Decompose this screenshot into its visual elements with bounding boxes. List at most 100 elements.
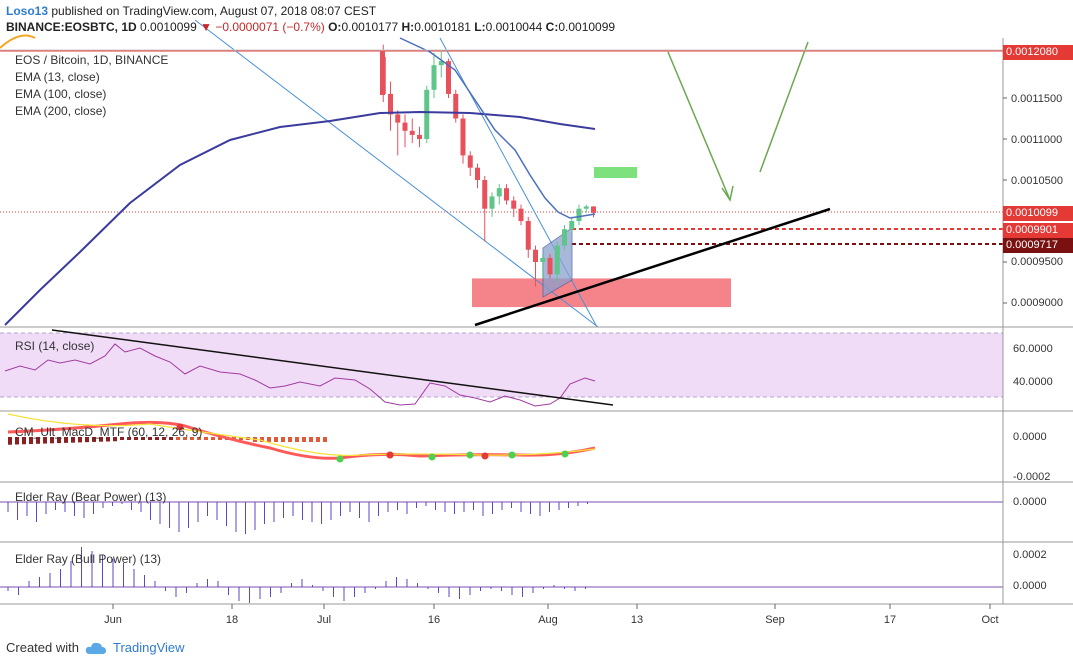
candle-body [482, 180, 488, 209]
pane-frames [0, 38, 1073, 609]
time-axis-tick: Sep [765, 614, 785, 626]
candle-body [438, 61, 444, 66]
price-axis-tick: 0.0011500 [1011, 93, 1063, 105]
rsi-axis-tick: 60.0000 [1013, 343, 1053, 355]
rsi-axis-tick: 40.0000 [1013, 376, 1053, 388]
candle-body [417, 134, 422, 139]
candle-body [533, 249, 538, 262]
candle-body [409, 130, 415, 135]
candle-body [504, 188, 509, 201]
low-label: L: [474, 20, 486, 34]
candle-body [496, 188, 502, 197]
legend-ema200[interactable]: EMA (200, close) [15, 104, 107, 118]
macd-line [7, 413, 596, 456]
ema200-line [0, 34, 36, 49]
legend-title[interactable]: EOS / Bitcoin, 1D, BINANCE [15, 53, 169, 67]
macd-cross-dot [481, 452, 489, 460]
macd-histogram-bar [71, 437, 75, 443]
tradingview-link[interactable]: TradingView [112, 640, 185, 655]
macd-histogram-bar [22, 437, 26, 445]
candle-body [388, 93, 393, 115]
macd-histogram-bar [281, 437, 285, 442]
symbol-label[interactable]: BINANCE:EOSBTC, 1D [6, 20, 137, 34]
macd-histogram-bar [302, 437, 306, 442]
bull-axis-tick: 0.0000 [1013, 580, 1047, 592]
annotations-layer [51, 41, 831, 406]
candle-body [562, 229, 567, 246]
time-axis-tick: 13 [630, 614, 644, 626]
candle-body [380, 50, 385, 95]
price-label-level2: 0.0009717 [1003, 238, 1073, 253]
macd-histogram-bar [204, 437, 208, 440]
macd-histogram-bar [155, 437, 159, 440]
macd-histogram-bar [323, 437, 327, 442]
candle-body [547, 257, 553, 275]
legend-ema100[interactable]: EMA (100, close) [15, 87, 107, 101]
bear-axis-tick: 0.0000 [1013, 496, 1047, 508]
macd-histogram-bar [64, 437, 68, 443]
macd-histogram-bar [274, 437, 278, 442]
open-label: O: [328, 20, 342, 34]
legend-ema13[interactable]: EMA (13, close) [15, 70, 100, 84]
price-axis-tick: 0.0011000 [1011, 134, 1063, 146]
macd-histogram-bar [239, 437, 243, 440]
candle-body [569, 221, 575, 230]
macd-histogram-bar [134, 437, 138, 440]
macd-histogram-bar [316, 437, 320, 442]
close-label: C: [545, 20, 559, 34]
publish-info: Loso13 published on TradingView.com, Aug… [6, 4, 376, 18]
arrow-down-shaft [667, 51, 731, 201]
macd-histogram-bar [197, 437, 201, 440]
candle-body [591, 206, 596, 213]
rsi-title[interactable]: RSI (14, close) [15, 339, 95, 353]
macd-cross-dot [561, 450, 569, 458]
macd-histogram-bar [120, 437, 124, 440]
candle-body [424, 89, 430, 139]
candle-body [460, 118, 466, 156]
candle-body [525, 221, 531, 250]
macd-histogram-bar [99, 437, 103, 442]
indicators-group [0, 34, 596, 603]
price-axis-tick: 0.0009500 [1011, 256, 1063, 268]
macd-histogram-bar [211, 437, 215, 440]
ema13-line [399, 37, 596, 219]
rsi-band [0, 333, 1003, 397]
time-axis-tick: 17 [883, 614, 897, 626]
candle-body [583, 206, 589, 209]
candle-body [446, 61, 451, 94]
candle-body [395, 114, 401, 123]
candle-body [475, 167, 480, 180]
support-trendline [474, 207, 831, 327]
target-zone [594, 167, 637, 178]
ohlc-bar: BINANCE:EOSBTC, 1D 0.0010099 ▼ −0.000007… [6, 20, 615, 34]
macd-title[interactable]: CM_Ult_MacD_MTF (60, 12, 26, 9) [15, 425, 203, 439]
macd-histogram-bar [260, 437, 264, 442]
publish-text: published on TradingView.com, August 07,… [51, 4, 377, 18]
rsi-trendline [51, 329, 614, 406]
macd-cross-dot [428, 453, 436, 461]
macd-cross-dot [466, 451, 474, 459]
macd-histogram-bar [141, 437, 145, 440]
macd-histogram-bar [127, 437, 131, 440]
candle-body [489, 196, 495, 209]
macd-histogram-bar [148, 437, 152, 440]
macd-histogram-bar [92, 437, 96, 442]
price-label-current: 0.0010099 [1003, 206, 1073, 221]
macd-histogram-bar [43, 437, 47, 444]
footer: Created with TradingView [6, 640, 185, 655]
bull-axis-tick: 0.0002 [1013, 549, 1047, 561]
macd-histogram-bar [85, 437, 89, 443]
author-name[interactable]: Loso13 [6, 4, 49, 18]
macd-histogram-bar [15, 437, 19, 445]
macd-histogram-bar [176, 437, 180, 440]
bull-power-title[interactable]: Elder Ray (Bull Power) (13) [15, 552, 162, 566]
macd-histogram-bar [218, 437, 222, 440]
candle-body [518, 208, 524, 221]
candle-body [540, 257, 546, 262]
macd-histogram-bar [169, 437, 173, 440]
bear-power-title[interactable]: Elder Ray (Bear Power) (13) [15, 490, 167, 504]
footer-created: Created with [6, 640, 79, 655]
macd-histogram-bar [113, 437, 117, 442]
macd-histogram-bar [309, 437, 313, 442]
